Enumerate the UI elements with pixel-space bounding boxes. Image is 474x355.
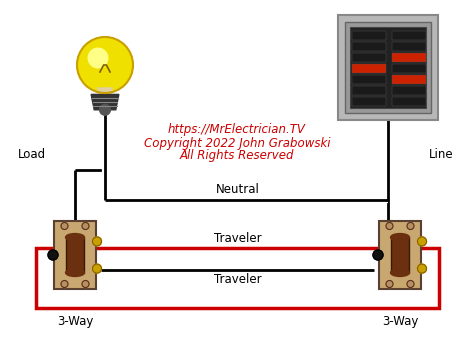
Circle shape xyxy=(82,223,89,229)
Text: 3-Way: 3-Way xyxy=(57,315,93,328)
Bar xyxy=(54,221,96,289)
Circle shape xyxy=(100,104,110,115)
Bar xyxy=(352,42,386,51)
Text: Copyright 2022 John Grabowski: Copyright 2022 John Grabowski xyxy=(144,137,330,149)
Circle shape xyxy=(88,48,108,68)
Circle shape xyxy=(48,250,58,260)
Text: All Rights Reserved: All Rights Reserved xyxy=(180,149,294,163)
Bar xyxy=(352,75,386,84)
Ellipse shape xyxy=(65,234,84,241)
Circle shape xyxy=(61,280,68,288)
Ellipse shape xyxy=(65,269,84,277)
Bar xyxy=(65,237,84,273)
Bar xyxy=(392,42,426,51)
Text: 3-Way: 3-Way xyxy=(382,315,418,328)
Polygon shape xyxy=(98,88,112,94)
Text: Traveler: Traveler xyxy=(214,232,261,245)
Text: https://MrElectrician.TV: https://MrElectrician.TV xyxy=(168,124,306,137)
Circle shape xyxy=(407,280,414,288)
Circle shape xyxy=(386,280,393,288)
Bar xyxy=(392,31,426,40)
Circle shape xyxy=(407,223,414,229)
Circle shape xyxy=(92,237,101,246)
Circle shape xyxy=(418,237,427,246)
Bar xyxy=(350,27,426,108)
Bar xyxy=(352,86,386,95)
Text: Traveler: Traveler xyxy=(214,273,261,286)
Circle shape xyxy=(373,250,383,260)
Bar xyxy=(352,64,386,73)
Bar xyxy=(392,97,426,106)
Bar xyxy=(391,237,410,273)
Bar xyxy=(345,22,431,113)
Bar xyxy=(338,15,438,120)
Bar xyxy=(352,53,386,62)
Bar xyxy=(352,97,386,106)
Bar xyxy=(36,248,439,308)
Circle shape xyxy=(92,264,101,273)
Ellipse shape xyxy=(391,269,410,277)
Bar xyxy=(392,86,426,95)
Bar xyxy=(392,75,426,84)
Circle shape xyxy=(82,280,89,288)
Bar xyxy=(379,221,421,289)
Bar xyxy=(392,64,426,73)
Text: Line: Line xyxy=(429,148,454,162)
Bar xyxy=(392,53,426,62)
Text: Load: Load xyxy=(18,148,46,162)
Polygon shape xyxy=(91,94,119,110)
Circle shape xyxy=(77,37,133,93)
Text: Neutral: Neutral xyxy=(216,183,259,196)
Circle shape xyxy=(418,264,427,273)
Ellipse shape xyxy=(391,234,410,241)
Circle shape xyxy=(61,223,68,229)
Bar xyxy=(352,31,386,40)
Circle shape xyxy=(386,223,393,229)
